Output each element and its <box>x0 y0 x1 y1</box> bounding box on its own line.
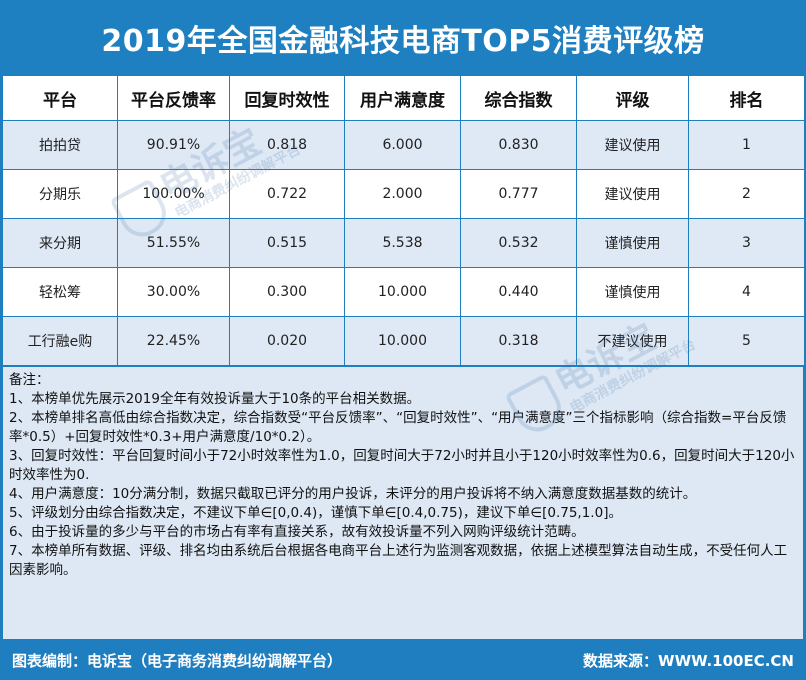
cell-composite-index: 0.440 <box>460 267 577 317</box>
cell-composite-index: 0.318 <box>460 316 577 366</box>
cell-response-timeliness: 0.818 <box>229 120 345 170</box>
cell-response-timeliness: 0.020 <box>229 316 345 366</box>
title-bar: 2019年全国金融科技电商TOP5消费评级榜 <box>0 0 806 75</box>
cell-response-timeliness: 0.722 <box>229 169 345 219</box>
note-item: 6、由于投诉量的多少与平台的市场占有率有直接关系，故有效投诉量不列入网购评级统计… <box>9 524 585 540</box>
cell-user-satisfaction: 10.000 <box>344 267 461 317</box>
table-row: 来分期 51.55% 0.515 5.538 0.532 谨慎使用 3 <box>2 218 805 268</box>
cell-composite-index: 0.532 <box>460 218 577 268</box>
cell-rating: 建议使用 <box>576 169 689 219</box>
cell-feedback-rate: 22.45% <box>117 316 230 366</box>
cell-feedback-rate: 51.55% <box>117 218 230 268</box>
cell-rank: 1 <box>688 120 805 170</box>
cell-platform: 来分期 <box>2 218 118 268</box>
ranking-table: 平台 平台反馈率 回复时效性 用户满意度 综合指数 评级 排名 拍拍贷 90.9… <box>2 75 805 366</box>
note-item: 4、用户满意度：10分满分制，数据只截取已评分的用户投诉，未评分的用户投诉将不纳… <box>9 486 697 502</box>
cell-platform: 分期乐 <box>2 169 118 219</box>
cell-feedback-rate: 90.91% <box>117 120 230 170</box>
table-row: 分期乐 100.00% 0.722 2.000 0.777 建议使用 2 <box>2 169 805 219</box>
cell-user-satisfaction: 5.538 <box>344 218 461 268</box>
cell-rating: 谨慎使用 <box>576 218 689 268</box>
table-row: 工行融e购 22.45% 0.020 10.000 0.318 不建议使用 5 <box>2 316 805 366</box>
note-item: 5、评级划分由综合指数决定，不建议下单∈[0,0.4)，谨慎下单∈[0.4,0.… <box>9 505 622 521</box>
cell-user-satisfaction: 10.000 <box>344 316 461 366</box>
cell-platform: 工行融e购 <box>2 316 118 366</box>
header-user-satisfaction: 用户满意度 <box>344 75 461 121</box>
header-feedback-rate: 平台反馈率 <box>117 75 230 121</box>
footer-credit: 图表编制：电诉宝（电子商务消费纠纷调解平台） <box>12 651 343 670</box>
note-item: 1、本榜单优先展示2019全年有效投诉量大于10条的平台相关数据。 <box>9 391 421 407</box>
table-row: 轻松筹 30.00% 0.300 10.000 0.440 谨慎使用 4 <box>2 267 805 317</box>
header-response-timeliness: 回复时效性 <box>229 75 345 121</box>
cell-user-satisfaction: 2.000 <box>344 169 461 219</box>
cell-platform: 轻松筹 <box>2 267 118 317</box>
cell-rank: 5 <box>688 316 805 366</box>
note-item: 2、本榜单排名高低由综合指数决定，综合指数受“平台反馈率”、“回复时效性”、“用… <box>9 410 787 445</box>
footer: 图表编制：电诉宝（电子商务消费纠纷调解平台） 数据来源：WWW.100EC.CN <box>0 640 806 680</box>
cell-rating: 不建议使用 <box>576 316 689 366</box>
header-platform: 平台 <box>2 75 118 121</box>
cell-rating: 建议使用 <box>576 120 689 170</box>
cell-feedback-rate: 100.00% <box>117 169 230 219</box>
note-item: 7、本榜单所有数据、评级、排名均由系统后台根据各电商平台上述行为监测客观数据，依… <box>9 543 788 578</box>
cell-response-timeliness: 0.515 <box>229 218 345 268</box>
cell-rating: 谨慎使用 <box>576 267 689 317</box>
cell-rank: 2 <box>688 169 805 219</box>
notes-section: 备注： 1、本榜单优先展示2019全年有效投诉量大于10条的平台相关数据。 2、… <box>2 366 804 640</box>
cell-platform: 拍拍贷 <box>2 120 118 170</box>
notes-heading: 备注： <box>9 372 50 388</box>
cell-user-satisfaction: 6.000 <box>344 120 461 170</box>
page-title: 2019年全国金融科技电商TOP5消费评级榜 <box>101 23 705 59</box>
header-rating: 评级 <box>576 75 689 121</box>
cell-feedback-rate: 30.00% <box>117 267 230 317</box>
cell-response-timeliness: 0.300 <box>229 267 345 317</box>
cell-composite-index: 0.777 <box>460 169 577 219</box>
cell-rank: 3 <box>688 218 805 268</box>
table-header-row: 平台 平台反馈率 回复时效性 用户满意度 综合指数 评级 排名 <box>2 75 805 121</box>
header-rank: 排名 <box>688 75 805 121</box>
cell-rank: 4 <box>688 267 805 317</box>
header-composite-index: 综合指数 <box>460 75 577 121</box>
table-row: 拍拍贷 90.91% 0.818 6.000 0.830 建议使用 1 <box>2 120 805 170</box>
note-item: 3、回复时效性：平台回复时间小于72小时效率性为1.0，回复时间大于72小时并且… <box>9 448 795 483</box>
cell-composite-index: 0.830 <box>460 120 577 170</box>
footer-source: 数据来源：WWW.100EC.CN <box>583 651 794 670</box>
